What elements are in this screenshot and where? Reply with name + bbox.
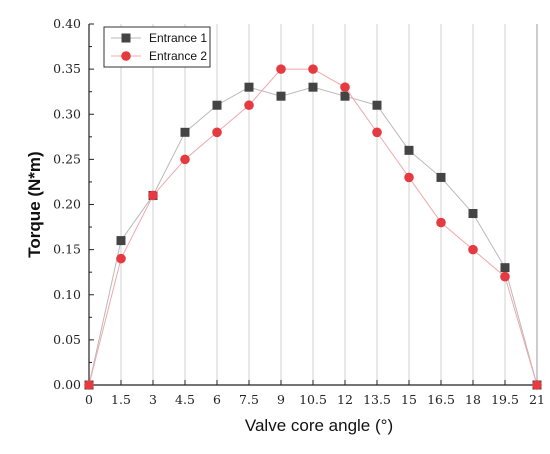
y-tick-label: 0.35 — [53, 61, 81, 76]
data-point-square — [500, 263, 510, 273]
data-point-circle — [244, 100, 254, 111]
data-point-square — [180, 127, 190, 137]
legend: Entrance 1 Entrance 2 — [103, 26, 211, 68]
data-point-square — [276, 91, 286, 101]
series-2 — [84, 64, 542, 390]
data-point-circle — [340, 82, 350, 92]
series-layer — [84, 64, 542, 390]
y-tick-label: 0.20 — [53, 197, 81, 212]
x-tick-label: 3 — [149, 392, 157, 407]
data-point-circle — [84, 380, 94, 390]
x-tick-label: 16.5 — [427, 392, 455, 407]
data-point-square — [244, 82, 254, 92]
legend-marker-circle — [121, 51, 131, 61]
data-point-circle — [372, 127, 382, 138]
y-tick-label: 0.15 — [53, 242, 81, 257]
y-tick-label: 0.30 — [53, 106, 81, 121]
legend-label: Entrance 2 — [149, 49, 207, 63]
legend-label: Entrance 1 — [149, 31, 207, 45]
x-tick-label: 4.5 — [175, 392, 195, 407]
data-point-square — [116, 236, 126, 246]
legend-marker-square — [121, 33, 131, 43]
x-tick-label: 13.5 — [363, 392, 391, 407]
data-point-square — [468, 209, 478, 219]
y-tick-label: 0.40 — [53, 16, 81, 31]
y-tick-label: 0.05 — [53, 332, 81, 347]
x-tick-label: 7.5 — [239, 392, 259, 407]
data-point-circle — [116, 253, 126, 264]
data-point-circle — [212, 127, 222, 138]
x-tick-label: 10.5 — [299, 392, 327, 407]
data-point-circle — [404, 172, 414, 183]
data-point-circle — [276, 64, 286, 74]
y-tick-label: 0.25 — [53, 151, 81, 166]
grid-layer — [120, 24, 506, 385]
x-tick-label: 21 — [529, 392, 545, 407]
data-point-circle — [308, 64, 318, 74]
x-tick-label: 15 — [401, 392, 417, 407]
data-point-circle — [436, 217, 446, 228]
data-point-square — [372, 100, 382, 110]
y-tick-label: 0.10 — [53, 287, 81, 302]
y-tick-label: 0.00 — [53, 377, 81, 392]
data-point-square — [404, 145, 414, 155]
x-tick-label: 0 — [85, 392, 93, 407]
data-point-circle — [148, 190, 158, 201]
x-tick-label: 9 — [277, 392, 285, 407]
data-point-square — [436, 172, 446, 182]
x-tick-label: 12 — [337, 392, 353, 407]
data-point-circle — [500, 271, 510, 282]
data-point-square — [212, 100, 222, 110]
x-axis-title: Valve core angle (°) — [245, 416, 393, 435]
data-point-circle — [532, 380, 542, 390]
y-axis-title: Torque (N*m) — [25, 151, 44, 257]
data-point-square — [308, 82, 318, 92]
x-tick-label: 19.5 — [491, 392, 519, 407]
x-tick-label: 18 — [465, 392, 481, 407]
data-point-circle — [180, 154, 190, 165]
axes-layer: 0.00 0.05 0.10 0.15 0.20 0.25 0.30 0.35 0.40 0 1.5… — [53, 16, 545, 407]
data-point-square — [340, 91, 350, 101]
x-tick-label: 6 — [213, 392, 221, 407]
data-point-circle — [468, 244, 478, 255]
x-tick-label: 1.5 — [111, 392, 131, 407]
